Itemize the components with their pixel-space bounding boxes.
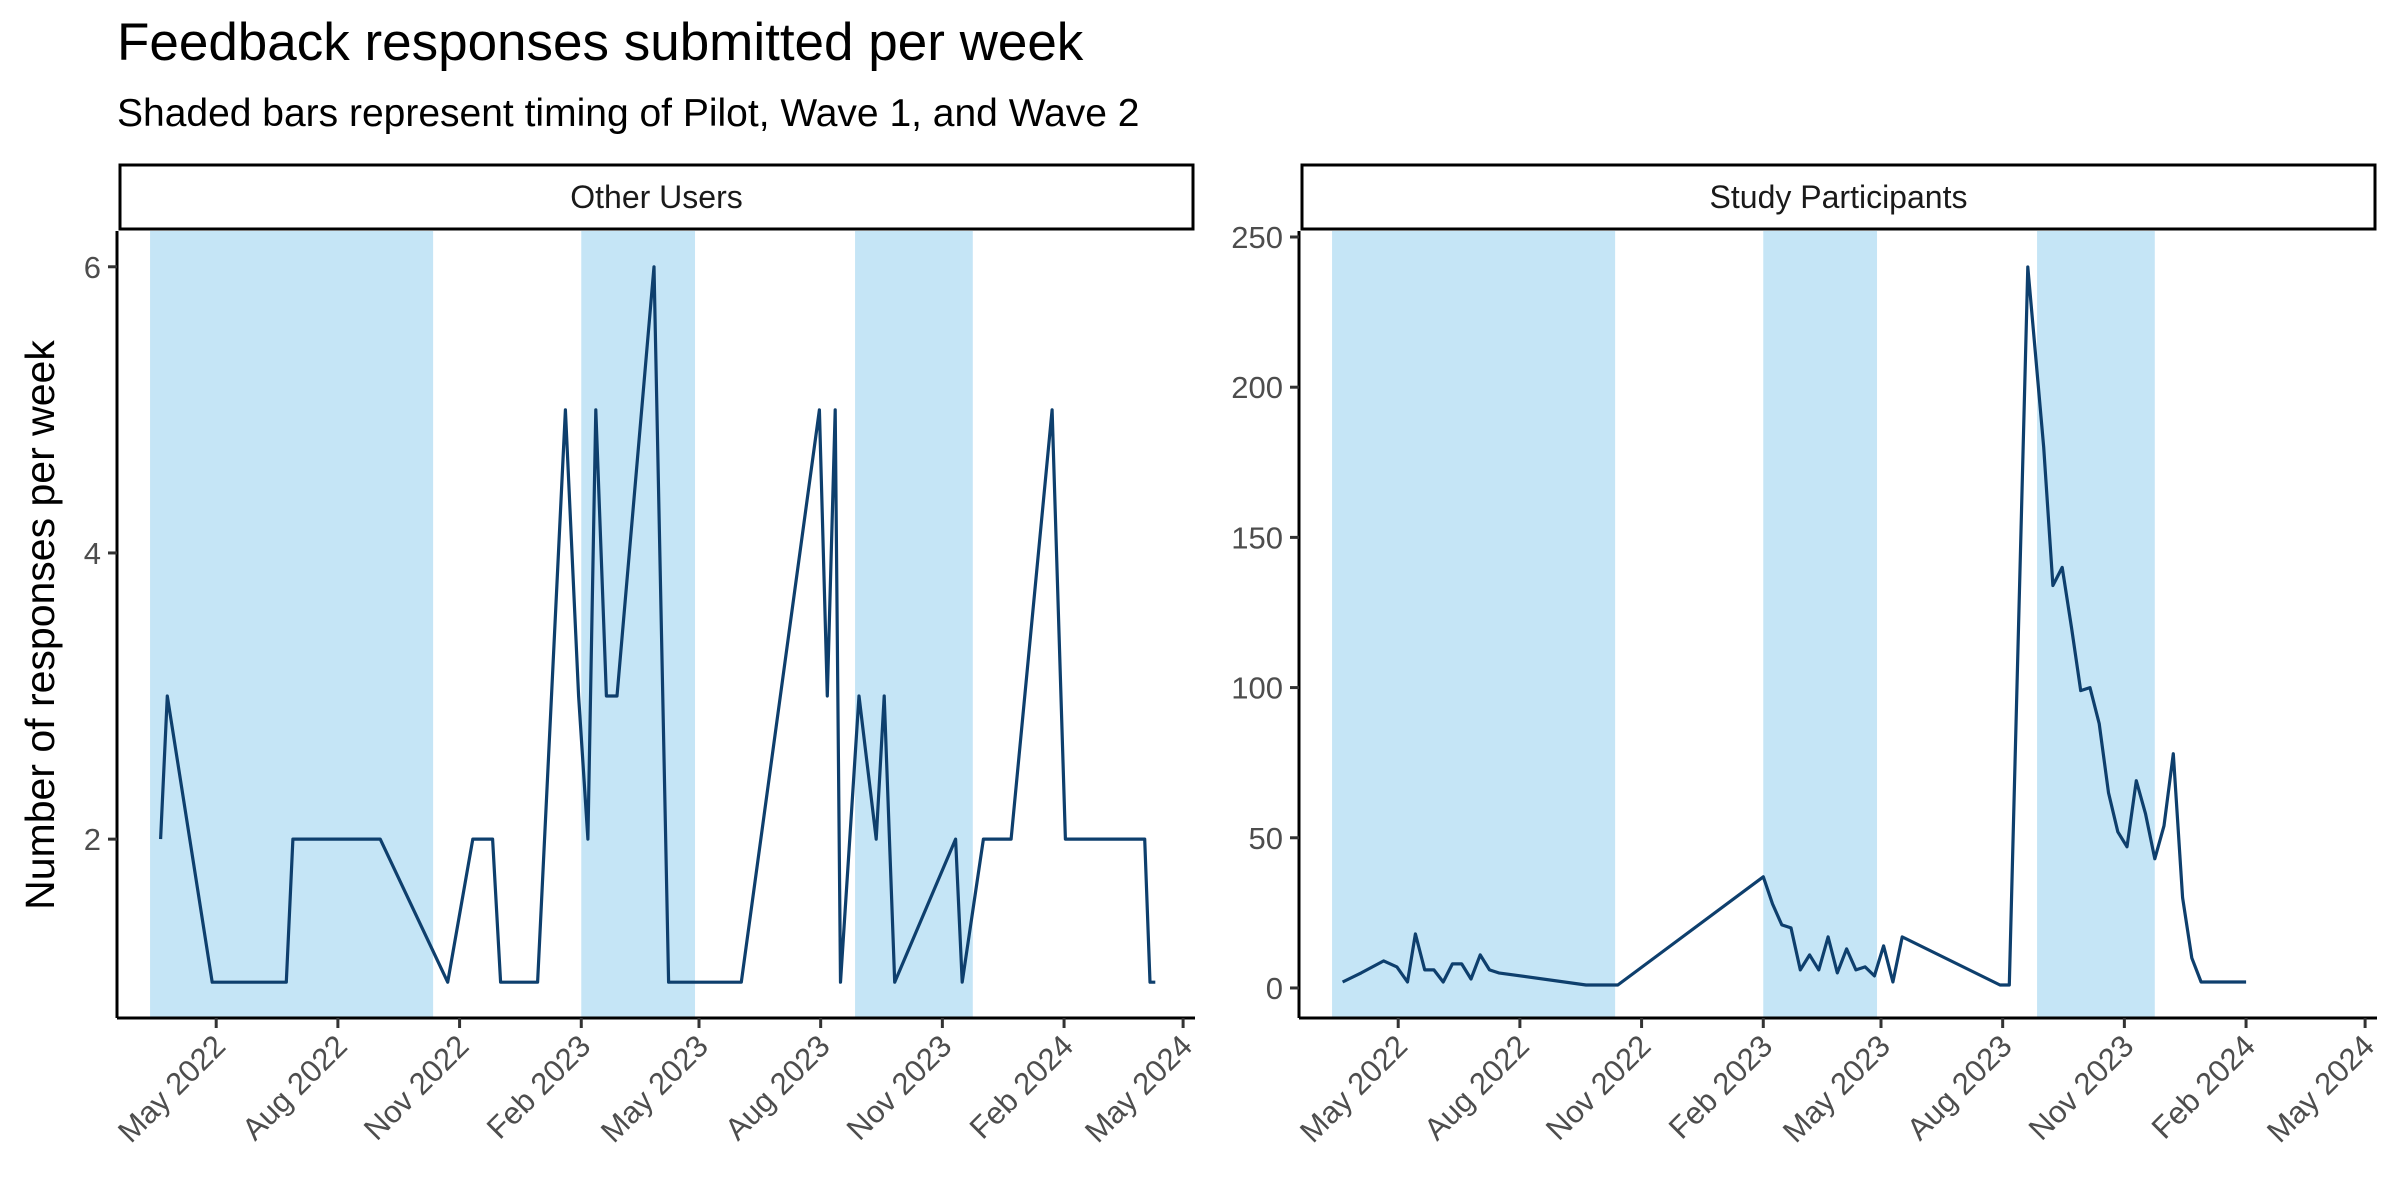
x-tick-label: Feb 2023: [480, 1028, 597, 1145]
x-tick-label: May 2024: [2260, 1028, 2381, 1149]
strip-label: Other Users: [570, 179, 742, 215]
shaded-band-1: [1332, 231, 1616, 1018]
x-tick-label: May 2023: [1776, 1028, 1897, 1149]
x-tick-label: Aug 2022: [1417, 1028, 1536, 1147]
series-line: [159, 265, 1156, 984]
x-tick-label: Nov 2023: [840, 1028, 959, 1147]
x-tick-label: Nov 2022: [1539, 1028, 1658, 1147]
y-ticks: 0 50 100 150 200 250: [1231, 220, 1299, 1006]
y-tick-label: 0: [1266, 971, 1283, 1006]
x-tick-label: Aug 2023: [1900, 1028, 2019, 1147]
strip-label: Study Participants: [1710, 179, 1968, 215]
shaded-bands: [150, 231, 973, 1018]
x-tick-label: Feb 2024: [2145, 1028, 2262, 1145]
shaded-band-3: [855, 231, 973, 1018]
x-tick-label: May 2023: [594, 1028, 715, 1149]
x-tick-label: Feb 2024: [963, 1028, 1080, 1145]
shaded-bands: [1332, 231, 2155, 1018]
chart-subtitle: Shaded bars represent timing of Pilot, W…: [117, 92, 1139, 135]
panel-other-users: Other Users 2 4 6 May 2022 Aug 2022 Nov 2022…: [84, 163, 1199, 1149]
x-tick-label: May 2022: [1293, 1028, 1414, 1149]
y-tick-label: 150: [1231, 520, 1283, 555]
y-tick-label: 100: [1231, 671, 1283, 706]
y-ticks: 2 4 6: [84, 250, 117, 857]
y-tick-label: 200: [1231, 370, 1283, 405]
chart-title: Feedback responses submitted per week: [117, 13, 1084, 72]
y-tick-label: 4: [84, 536, 101, 571]
series-line: [1341, 265, 2247, 987]
y-tick-label: 2: [84, 822, 101, 857]
shaded-band-2: [1763, 231, 1878, 1018]
x-tick-label: Nov 2023: [2022, 1028, 2141, 1147]
strip-box: [1300, 163, 2377, 231]
x-tick-label: Aug 2023: [718, 1028, 837, 1147]
y-tick-label: 6: [84, 250, 101, 285]
shaded-band-2: [581, 231, 696, 1018]
shaded-band-3: [2037, 231, 2155, 1018]
x-tick-label: Aug 2022: [235, 1028, 354, 1147]
strip-box: [118, 163, 1195, 231]
series-line-group: [159, 265, 1156, 984]
x-tick-label: May 2024: [1078, 1028, 1199, 1149]
x-tick-label: May 2022: [111, 1028, 232, 1149]
y-tick-label: 250: [1231, 220, 1283, 255]
series-line-group: [1341, 265, 2247, 987]
y-axis-label: Number of responses per week: [17, 340, 63, 910]
x-tick-label: Feb 2023: [1662, 1028, 1779, 1145]
y-tick-label: 50: [1249, 821, 1283, 856]
x-tick-label: Nov 2022: [357, 1028, 476, 1147]
panel-study-participants: Study Participants 0 50 100 150 200 250 May 2…: [1231, 163, 2381, 1149]
